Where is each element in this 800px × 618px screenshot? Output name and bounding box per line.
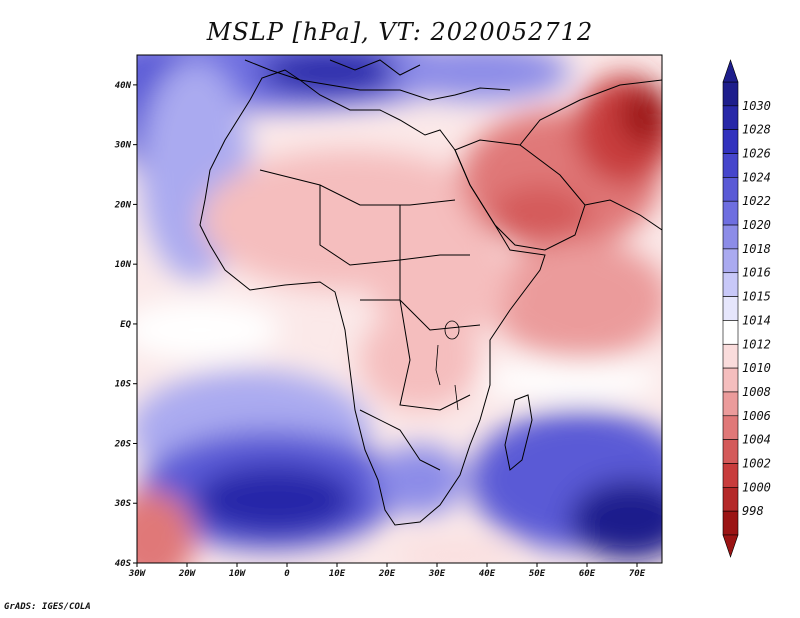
colorbar-label: 1012	[742, 337, 771, 351]
border-southern	[359, 409, 441, 471]
colorbar-label: 1000	[742, 480, 771, 494]
colorbar-label: 1018	[742, 242, 771, 256]
lat-tick-label: 40S	[115, 559, 132, 569]
colorbar-label: 1002	[742, 456, 771, 470]
colorbar-label: 1030	[742, 99, 771, 113]
lat-tick-label: 20N	[114, 200, 132, 210]
colorbar-swatch	[722, 177, 739, 202]
colorbar-swatch	[722, 129, 739, 154]
colorbar-swatch	[722, 439, 739, 464]
lat-tick-label: EQ	[120, 320, 131, 330]
madagascar-outline	[504, 394, 533, 471]
lat-tick-label: 10S	[115, 380, 132, 390]
colorbar-swatch	[722, 367, 739, 393]
colorbar-swatch	[722, 248, 739, 274]
lon-tick-label: 60E	[579, 569, 596, 579]
colorbar-swatch	[722, 272, 739, 297]
lon-tick-label: 10E	[329, 569, 346, 579]
colorbar-label: 998	[742, 504, 764, 518]
colorbar-swatch	[722, 296, 739, 321]
lat-tick-label: 30N	[114, 141, 132, 151]
coastlines	[199, 59, 662, 526]
lon-tick-label: 20E	[378, 569, 396, 579]
europe-coast	[329, 59, 421, 76]
colorbar-swatch	[722, 343, 739, 369]
colorbar-swatch	[722, 463, 739, 488]
colorbar-label: 1008	[742, 385, 771, 399]
colorbar-swatch	[722, 391, 739, 417]
colorbar-label: 1022	[742, 194, 771, 208]
lat-tick-label: 30S	[114, 499, 132, 509]
latitude-axis: 40N 30N 20N 10N EQ 10S 20S 30S 40S	[114, 81, 137, 569]
colorbar-swatch	[722, 81, 739, 107]
africa-outline	[199, 69, 546, 526]
colorbar-label: 1004	[742, 433, 771, 447]
pressure-shading	[137, 55, 662, 563]
longitude-axis: 30W 20W 10W 0 10E 20E 30E 40E 50E 60E 70E	[128, 563, 646, 579]
colorbar-label: 1024	[742, 170, 771, 184]
colorbar-label: 1028	[742, 123, 771, 137]
colorbar: 1030 1028 1026 1024 1022 1020 1018 1016 1015 1014…	[722, 59, 771, 558]
lon-tick-label: 50E	[529, 569, 546, 579]
map-title: MSLP [hPa], VT: 2020052712	[206, 18, 594, 46]
lon-tick-label: 40E	[479, 569, 496, 579]
colorbar-label: 1016	[742, 266, 771, 280]
lon-tick-label: 10W	[229, 569, 247, 579]
lake-tanganyika	[435, 344, 441, 386]
border-sahel	[319, 185, 470, 266]
lon-tick-label: 0	[284, 569, 290, 579]
colorbar-swatch	[722, 153, 739, 178]
pressure-field	[137, 55, 662, 563]
colorbar-swatch	[722, 224, 739, 250]
colorbar-bottom-arrow	[722, 534, 739, 558]
colorbar-label: 1020	[742, 218, 771, 232]
lakes	[435, 320, 460, 411]
lon-tick-label: 30W	[128, 569, 147, 579]
colorbar-label: 1015	[742, 290, 771, 304]
south-asia-coast	[584, 199, 662, 231]
lat-tick-label: 10N	[115, 260, 132, 270]
border-central	[399, 205, 481, 331]
lon-tick-label: 70E	[629, 569, 646, 579]
border-south-central	[360, 299, 471, 411]
border-sahara	[259, 169, 456, 206]
asia-coast	[519, 79, 662, 146]
lon-tick-label: 30E	[428, 569, 446, 579]
lon-tick-label: 20W	[178, 569, 197, 579]
colorbar-label: 1014	[742, 313, 771, 327]
colorbar-swatch	[722, 487, 739, 512]
plot-frame	[136, 54, 663, 564]
colorbar-top-arrow	[722, 59, 739, 83]
colorbar-swatch	[722, 320, 739, 345]
colorbar-swatch	[722, 415, 739, 440]
arabia-outline	[454, 139, 586, 251]
colorbar-swatch	[722, 510, 739, 536]
colorbar-label: 1010	[742, 361, 771, 375]
colorbar-label: 1026	[742, 147, 771, 161]
lake-victoria	[444, 320, 460, 340]
mediterranean-coast	[244, 59, 511, 101]
colorbar-label: 1006	[742, 409, 771, 423]
colorbar-swatch	[722, 200, 739, 226]
lat-tick-label: 40N	[115, 81, 132, 91]
lat-tick-label: 20S	[114, 439, 132, 449]
credit-text: GrADS: IGES/COLA	[4, 602, 91, 612]
colorbar-swatch	[722, 105, 739, 130]
lake-malawi	[454, 384, 459, 411]
